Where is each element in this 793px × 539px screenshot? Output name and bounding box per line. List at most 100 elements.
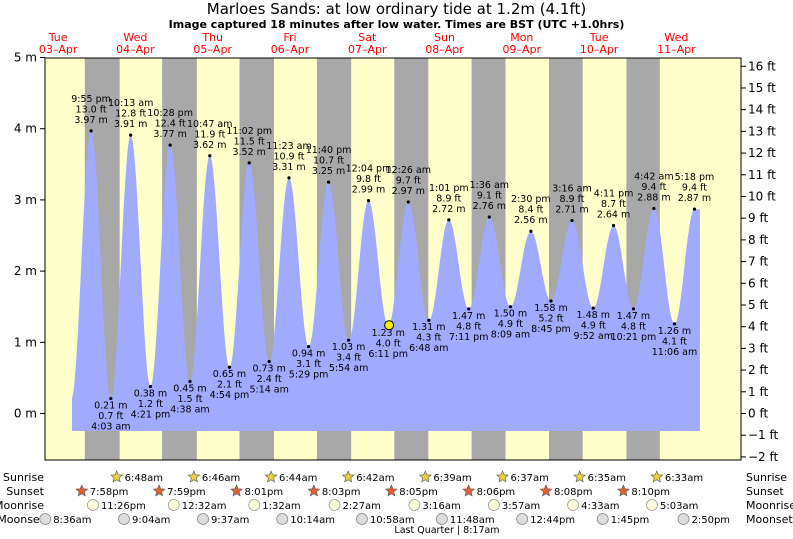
high-tide-label: 1:01 pm [429, 183, 469, 194]
y-tick-label-ft: 14 ft [748, 103, 776, 117]
high-tide-label: 12:26 am [386, 165, 431, 176]
y-tick-label-ft: 6 ft [748, 276, 768, 290]
y-tick-label-ft: 7 ft [748, 255, 768, 269]
moonrise-icon [328, 499, 341, 511]
sunset-icon [75, 484, 89, 497]
low-tide-label: 6:11 pm [368, 349, 408, 360]
moonrise-icon [248, 499, 261, 511]
moonrise-time: 3:16am [422, 501, 460, 512]
low-tide-label: 1.5 ft [177, 394, 202, 405]
high-tide-point [168, 143, 172, 147]
y-tick-label-ft: 16 ft [748, 59, 776, 73]
low-tide-label: 1.03 m [332, 342, 365, 353]
sunset-icon [384, 484, 398, 497]
y-tick-label-ft: 10 ft [748, 189, 776, 203]
high-tide-label: 9.8 ft [356, 174, 381, 185]
low-tide-label: 6:48 am [409, 343, 448, 354]
moonset-icon [677, 513, 690, 525]
high-tide-point [366, 199, 371, 203]
row-label-left-moonset: Moonset [0, 513, 45, 526]
moonrise-icon [408, 499, 421, 511]
high-tide-point [326, 180, 331, 184]
low-tide-point [188, 379, 192, 384]
sunrise-icon [418, 470, 432, 483]
row-label-left-sunset: Sunset [6, 485, 44, 498]
sunset-icon [462, 484, 476, 497]
y-tick-label-ft: 1 ft [748, 385, 768, 399]
high-tide-label: 2:30 pm [511, 194, 551, 205]
high-tide-label: 9:55 pm [71, 94, 111, 105]
day-label-dow: Tue [589, 31, 609, 44]
moonset-time: 1:45pm [611, 515, 650, 526]
high-tide-label: 2.64 m [597, 210, 630, 221]
high-tide-point [529, 229, 533, 233]
low-tide-point [508, 305, 513, 309]
low-tide-label: 2.1 ft [217, 380, 242, 391]
low-tide-point [267, 359, 271, 364]
y-tick-label-m: 4 m [14, 122, 37, 136]
high-tide-label: 10:28 pm [147, 108, 193, 119]
high-tide-label: 8.9 ft [559, 194, 584, 205]
y-tick-label-m: 0 m [14, 407, 37, 421]
high-tide-point [692, 207, 697, 211]
low-tide-label: 0.21 m [94, 401, 127, 412]
y-tick-label-m: 2 m [14, 264, 37, 278]
low-tide-label: 4:21 pm [131, 409, 171, 420]
moonrise-time: 11:26pm [101, 501, 146, 512]
y-tick-label-ft: 4 ft [748, 320, 768, 334]
high-tide-label: 2.87 m [678, 193, 711, 204]
y-tick-label-m: 3 m [14, 193, 37, 207]
moonset-time: 9:04am [132, 515, 170, 526]
low-tide-label: 9:52 am [574, 331, 613, 342]
row-label-right-moonset: Moonset [746, 513, 793, 526]
page-subtitle: Image captured 18 minutes after low wate… [168, 18, 625, 31]
sunset-time: 8:03pm [322, 487, 361, 498]
moonrise-time: 12:32am [182, 501, 227, 512]
high-tide-label: 8.4 ft [518, 205, 543, 216]
moonrise-icon [487, 499, 500, 511]
sunrise-icon [264, 470, 278, 483]
low-tide-point [591, 306, 595, 310]
y-tick-label-ft: 0 ft [748, 407, 768, 421]
low-tide-label: 8:45 pm [531, 324, 571, 335]
high-tide-point [652, 206, 656, 211]
y-tick-label-ft: 3 ft [748, 341, 768, 355]
sunset-icon [616, 484, 630, 497]
moonset-icon [39, 513, 52, 525]
sunrise-icon [341, 470, 355, 483]
low-tide-label: 1.31 m [412, 322, 445, 333]
moonrise-time: 1:32am [262, 501, 300, 512]
high-tide-label: 11:40 pm [306, 145, 352, 156]
low-tide-label: 0.45 m [173, 383, 206, 394]
day-label-date: 11–Apr [657, 43, 696, 56]
row-label-left-sunrise: Sunrise [3, 471, 44, 484]
low-tide-label: 0.94 m [292, 349, 325, 360]
high-tide-label: 2.76 m [473, 201, 506, 212]
high-tide-label: 11.5 ft [234, 136, 265, 147]
y-tick-label-m: 5 m [14, 51, 37, 65]
water-level-area [72, 130, 700, 431]
low-tide-label: 11:06 am [652, 347, 697, 358]
moonset-time: 9:37am [211, 515, 249, 526]
moonrise-time: 5:03am [660, 501, 698, 512]
day-label-dow: Fri [283, 31, 296, 44]
low-tide-point [427, 318, 431, 322]
sunrise-icon [110, 470, 124, 483]
day-label-date: 08–Apr [425, 43, 464, 56]
day-label-dow: Mon [510, 31, 533, 44]
low-tide-label: 2.4 ft [257, 374, 282, 385]
low-tide-label: 3.1 ft [296, 359, 321, 370]
y-tick-label-ft: 11 ft [748, 168, 776, 182]
day-label-dow: Wed [664, 31, 688, 44]
sunset-icon [539, 484, 553, 497]
day-label-date: 05–Apr [193, 43, 232, 56]
high-tide-label: 10:13 am [108, 98, 153, 109]
sunset-icon [152, 484, 166, 497]
high-tide-point [406, 200, 410, 204]
high-tide-label: 5:18 pm [675, 172, 715, 183]
y-tick-label-ft: 5 ft [748, 298, 768, 312]
sunrise-time: 6:46am [202, 473, 240, 484]
high-tide-point [247, 161, 251, 165]
sunrise-time: 6:48am [125, 473, 163, 484]
low-tide-label: 1.50 m [494, 309, 527, 320]
